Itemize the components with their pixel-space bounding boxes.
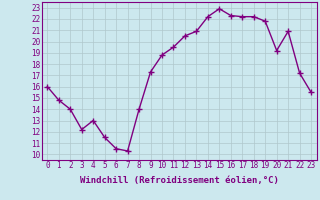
X-axis label: Windchill (Refroidissement éolien,°C): Windchill (Refroidissement éolien,°C) xyxy=(80,176,279,185)
